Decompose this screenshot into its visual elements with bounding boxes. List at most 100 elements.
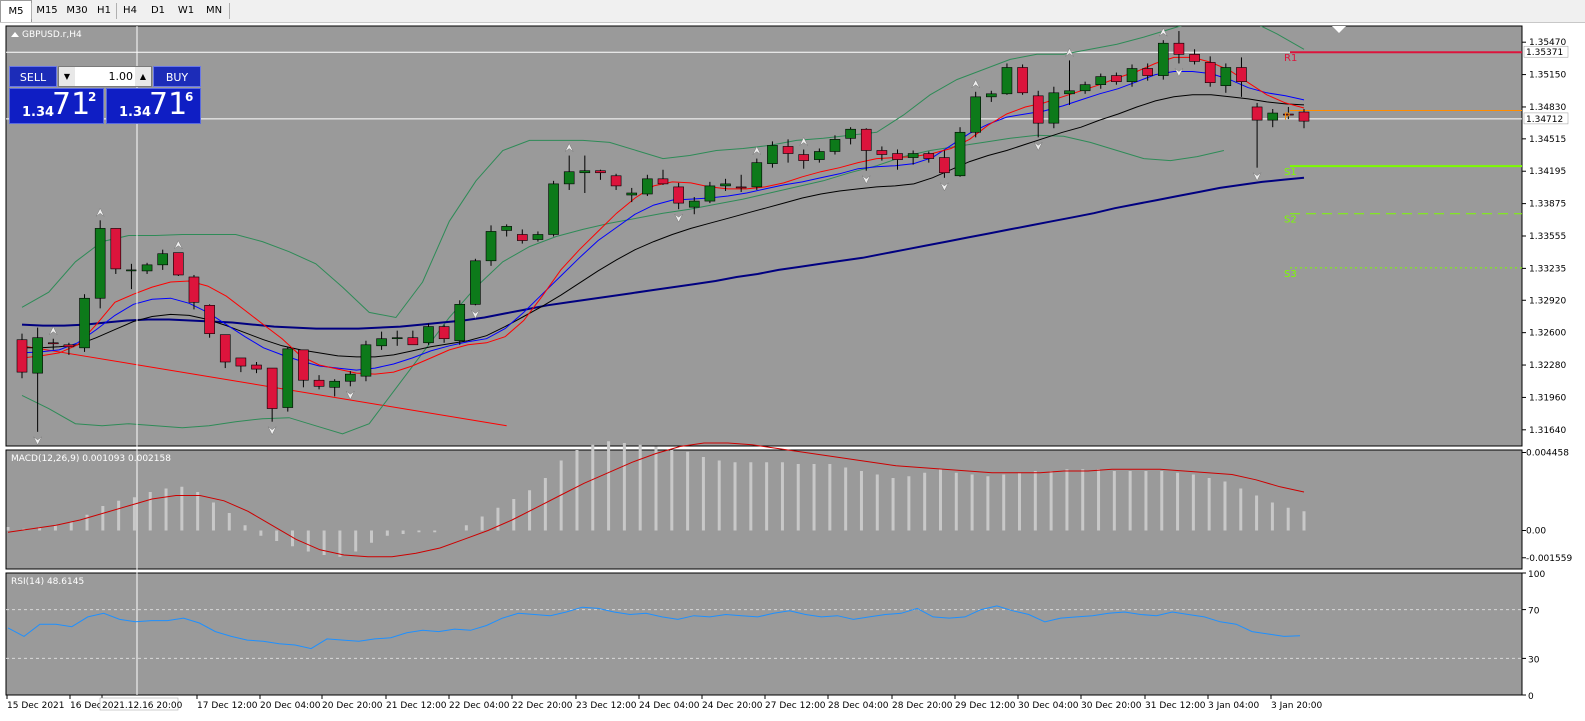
time-tick-label: 31 Dec 12:00 <box>1145 701 1206 711</box>
candle-body <box>1157 42 1169 76</box>
timeframe-h4[interactable]: H4 <box>123 5 137 16</box>
sell-price-sup: 2 <box>88 90 97 104</box>
sell-price-big: 71 <box>52 87 91 122</box>
macd-signal-line <box>7 442 1305 558</box>
time-tick-label: 30 Dec 04:00 <box>1018 701 1079 711</box>
candle-body <box>548 183 559 235</box>
fractal-up-icon <box>799 136 808 146</box>
time-tick-label: 28 Dec 20:00 <box>892 701 953 711</box>
candle-body <box>501 226 512 231</box>
timeframe-w1[interactable]: W1 <box>177 5 195 16</box>
moving-average-ema-black <box>22 94 1305 358</box>
candle-body <box>1267 112 1279 121</box>
candle-body <box>829 139 841 152</box>
price-tick-label: 1.33235 <box>1529 264 1566 274</box>
timeframe-h1[interactable]: H1 <box>97 5 111 16</box>
candle-body <box>970 96 981 133</box>
candle-body <box>907 153 919 158</box>
price-chart-title: GBPUSD.r,H4 <box>22 30 82 40</box>
time-tick-label: 17 Dec 12:00 <box>197 701 258 711</box>
pivot-label-p: P <box>1284 112 1290 123</box>
price-tick-label: 1.33555 <box>1529 232 1566 242</box>
time-tick-label: 22 Dec 04:00 <box>449 701 510 711</box>
price-tick-label: 1.35470 <box>1529 38 1566 48</box>
macd-tick-label: 0.00 <box>1526 527 1546 537</box>
fractal-down-icon <box>346 391 355 400</box>
candle-body <box>1001 67 1013 95</box>
candle-body <box>626 192 638 196</box>
fractal-up-icon <box>1065 47 1074 57</box>
toolbar-separator <box>229 3 230 19</box>
fractal-up-icon <box>752 146 762 155</box>
sell-button[interactable]: SELL <box>9 66 57 87</box>
candle-body <box>1126 68 1138 82</box>
buy-price-prefix: 1.34 <box>119 105 152 120</box>
rsi-line <box>7 605 1301 650</box>
candle-body <box>704 185 716 202</box>
time-tick-label: 23 Dec 12:00 <box>576 701 637 711</box>
candle-body <box>751 162 763 188</box>
price-tick-label: 1.34830 <box>1529 103 1566 113</box>
candle-body <box>266 367 278 409</box>
timeframe-m30[interactable]: M30 <box>66 5 88 16</box>
candle-body <box>939 157 950 174</box>
lot-increase-icon[interactable]: ▲ <box>135 67 151 86</box>
candle-body <box>845 128 856 139</box>
price-tick-label: 1.32280 <box>1529 361 1566 371</box>
chart-canvas[interactable]: R1 P S1 S2 S3 1.35470 1.35150 1.34830 1.34515 1.3… <box>0 23 1585 721</box>
buy-price-sup: 6 <box>185 90 194 104</box>
candle-body <box>1283 113 1294 116</box>
trendline <box>21 345 507 427</box>
candle-body <box>173 252 184 276</box>
candle-body <box>782 146 794 154</box>
time-tick-label: 20 Dec 20:00 <box>322 701 383 711</box>
fractal-down-icon <box>1174 68 1184 78</box>
candle-body <box>438 326 450 340</box>
candle-body <box>391 337 403 340</box>
time-tick-label: 28 Dec 04:00 <box>828 701 889 711</box>
buy-button[interactable]: BUY <box>153 66 201 87</box>
time-tick-label: 3 Jan 04:00 <box>1208 701 1260 711</box>
current-price-box <box>1523 112 1569 125</box>
macd-pane <box>5 449 1523 570</box>
candle-body <box>688 200 700 208</box>
rsi-tick-label: 100 <box>1528 570 1545 580</box>
fractal-down-icon <box>1252 172 1262 182</box>
time-tick-label: 22 Dec 20:00 <box>512 701 573 711</box>
candle-body <box>1032 95 1044 124</box>
candle-body <box>876 150 888 155</box>
bollinger-bb_upper <box>21 26 1305 319</box>
candle-body <box>1095 76 1107 85</box>
chart-window[interactable]: R1 P S1 S2 S3 1.35470 1.35150 1.34830 1.34515 1.3… <box>0 23 1585 721</box>
candle-body <box>595 170 606 174</box>
timeframe-mn[interactable]: MN <box>205 5 223 16</box>
fractal-up-icon <box>971 79 980 88</box>
candle-body <box>376 338 387 347</box>
crosshair-time-box <box>99 697 179 711</box>
candle-body <box>485 231 497 262</box>
buy-price-box[interactable]: 1.34 71 6 <box>106 87 201 124</box>
candle-body <box>470 260 481 305</box>
rsi-tick-label: 30 <box>1528 655 1540 665</box>
timeframe-m15[interactable]: M15 <box>36 5 58 16</box>
time-tick-label: 24 Dec 20:00 <box>702 701 763 711</box>
time-tick-label: 27 Dec 12:00 <box>765 701 826 711</box>
macd-tick-label: 0.004458 <box>1526 448 1569 458</box>
sell-price-box[interactable]: 1.34 71 2 <box>9 87 104 124</box>
fractal-down-icon <box>33 436 42 446</box>
lot-size-input[interactable] <box>77 68 133 85</box>
lot-decrease-icon[interactable]: ▼ <box>59 67 75 86</box>
candle-body <box>516 234 528 241</box>
price-tick-label: 1.33875 <box>1529 200 1566 210</box>
candle-body <box>47 342 59 345</box>
bollinger-bb_lower <box>21 134 1225 435</box>
current-price-label: 1.34712 <box>1526 115 1563 125</box>
moving-average-navy <box>21 176 1305 330</box>
time-tick-label: 30 Dec 20:00 <box>1081 701 1142 711</box>
candle-body <box>219 334 231 363</box>
timeframe-m5[interactable]: M5 <box>0 0 32 22</box>
chart-shift-icon <box>1332 26 1346 33</box>
fractal-down-icon <box>1033 142 1043 151</box>
candle-body <box>251 364 262 370</box>
timeframe-d1[interactable]: D1 <box>150 5 166 16</box>
